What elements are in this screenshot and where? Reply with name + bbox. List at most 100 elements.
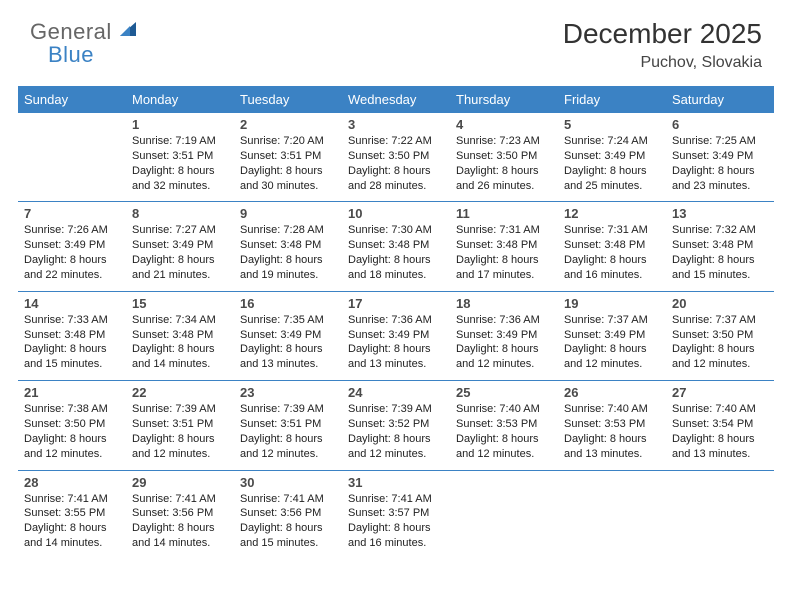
sunrise-text: Sunrise: 7:22 AM — [348, 134, 444, 149]
sunrise-text: Sunrise: 7:38 AM — [24, 402, 120, 417]
calendar-cell: 16Sunrise: 7:35 AMSunset: 3:49 PMDayligh… — [234, 291, 342, 380]
calendar-cell: 23Sunrise: 7:39 AMSunset: 3:51 PMDayligh… — [234, 381, 342, 470]
weekday-header: Thursday — [450, 86, 558, 113]
day-number: 18 — [456, 296, 552, 311]
sunset-text: Sunset: 3:51 PM — [240, 149, 336, 164]
daylight-text: Daylight: 8 hours and 32 minutes. — [132, 164, 228, 194]
sunset-text: Sunset: 3:51 PM — [132, 149, 228, 164]
day-number: 6 — [672, 117, 768, 132]
calendar-cell: 14Sunrise: 7:33 AMSunset: 3:48 PMDayligh… — [18, 291, 126, 380]
day-number: 9 — [240, 206, 336, 221]
daylight-text: Daylight: 8 hours and 12 minutes. — [564, 342, 660, 372]
daylight-text: Daylight: 8 hours and 22 minutes. — [24, 253, 120, 283]
calendar-cell: 28Sunrise: 7:41 AMSunset: 3:55 PMDayligh… — [18, 470, 126, 559]
day-number: 28 — [24, 475, 120, 490]
sunset-text: Sunset: 3:48 PM — [240, 238, 336, 253]
day-number: 8 — [132, 206, 228, 221]
sunrise-text: Sunrise: 7:31 AM — [564, 223, 660, 238]
daylight-text: Daylight: 8 hours and 12 minutes. — [240, 432, 336, 462]
daylight-text: Daylight: 8 hours and 15 minutes. — [240, 521, 336, 551]
logo-text-blue-wrap: Blue — [48, 42, 94, 68]
calendar-cell: 9Sunrise: 7:28 AMSunset: 3:48 PMDaylight… — [234, 202, 342, 291]
day-number: 17 — [348, 296, 444, 311]
calendar-cell: 1Sunrise: 7:19 AMSunset: 3:51 PMDaylight… — [126, 113, 234, 202]
calendar-cell: 30Sunrise: 7:41 AMSunset: 3:56 PMDayligh… — [234, 470, 342, 559]
day-number: 12 — [564, 206, 660, 221]
day-number: 23 — [240, 385, 336, 400]
sunset-text: Sunset: 3:50 PM — [24, 417, 120, 432]
calendar-row: 21Sunrise: 7:38 AMSunset: 3:50 PMDayligh… — [18, 381, 774, 470]
daylight-text: Daylight: 8 hours and 12 minutes. — [132, 432, 228, 462]
calendar-cell — [450, 470, 558, 559]
sunset-text: Sunset: 3:56 PM — [132, 506, 228, 521]
sunset-text: Sunset: 3:57 PM — [348, 506, 444, 521]
day-number: 15 — [132, 296, 228, 311]
day-number: 2 — [240, 117, 336, 132]
calendar-cell: 26Sunrise: 7:40 AMSunset: 3:53 PMDayligh… — [558, 381, 666, 470]
calendar-cell: 27Sunrise: 7:40 AMSunset: 3:54 PMDayligh… — [666, 381, 774, 470]
calendar-cell — [18, 113, 126, 202]
weekday-header: Tuesday — [234, 86, 342, 113]
logo-text-general: General — [30, 19, 112, 45]
day-number: 16 — [240, 296, 336, 311]
day-number: 21 — [24, 385, 120, 400]
sunrise-text: Sunrise: 7:35 AM — [240, 313, 336, 328]
sunrise-text: Sunrise: 7:36 AM — [456, 313, 552, 328]
sunset-text: Sunset: 3:49 PM — [672, 149, 768, 164]
calendar-cell: 11Sunrise: 7:31 AMSunset: 3:48 PMDayligh… — [450, 202, 558, 291]
sunrise-text: Sunrise: 7:32 AM — [672, 223, 768, 238]
sunrise-text: Sunrise: 7:34 AM — [132, 313, 228, 328]
day-number: 10 — [348, 206, 444, 221]
calendar-cell: 5Sunrise: 7:24 AMSunset: 3:49 PMDaylight… — [558, 113, 666, 202]
day-number: 19 — [564, 296, 660, 311]
day-number: 13 — [672, 206, 768, 221]
sunrise-text: Sunrise: 7:33 AM — [24, 313, 120, 328]
calendar-cell: 8Sunrise: 7:27 AMSunset: 3:49 PMDaylight… — [126, 202, 234, 291]
calendar-cell: 10Sunrise: 7:30 AMSunset: 3:48 PMDayligh… — [342, 202, 450, 291]
daylight-text: Daylight: 8 hours and 16 minutes. — [348, 521, 444, 551]
daylight-text: Daylight: 8 hours and 26 minutes. — [456, 164, 552, 194]
sunset-text: Sunset: 3:50 PM — [456, 149, 552, 164]
calendar-cell: 18Sunrise: 7:36 AMSunset: 3:49 PMDayligh… — [450, 291, 558, 380]
calendar-cell: 29Sunrise: 7:41 AMSunset: 3:56 PMDayligh… — [126, 470, 234, 559]
daylight-text: Daylight: 8 hours and 15 minutes. — [24, 342, 120, 372]
sunset-text: Sunset: 3:54 PM — [672, 417, 768, 432]
daylight-text: Daylight: 8 hours and 21 minutes. — [132, 253, 228, 283]
sunrise-text: Sunrise: 7:27 AM — [132, 223, 228, 238]
sunrise-text: Sunrise: 7:24 AM — [564, 134, 660, 149]
title-block: December 2025 Puchov, Slovakia — [563, 18, 762, 72]
calendar-cell: 6Sunrise: 7:25 AMSunset: 3:49 PMDaylight… — [666, 113, 774, 202]
month-title: December 2025 — [563, 18, 762, 50]
daylight-text: Daylight: 8 hours and 13 minutes. — [672, 432, 768, 462]
sunset-text: Sunset: 3:48 PM — [456, 238, 552, 253]
sunrise-text: Sunrise: 7:41 AM — [240, 492, 336, 507]
location: Puchov, Slovakia — [563, 54, 762, 72]
sunset-text: Sunset: 3:55 PM — [24, 506, 120, 521]
sunrise-text: Sunrise: 7:39 AM — [132, 402, 228, 417]
day-number: 7 — [24, 206, 120, 221]
sunset-text: Sunset: 3:48 PM — [348, 238, 444, 253]
calendar-table: Sunday Monday Tuesday Wednesday Thursday… — [18, 86, 774, 559]
daylight-text: Daylight: 8 hours and 12 minutes. — [348, 432, 444, 462]
calendar-cell: 15Sunrise: 7:34 AMSunset: 3:48 PMDayligh… — [126, 291, 234, 380]
day-number: 25 — [456, 385, 552, 400]
calendar-cell: 13Sunrise: 7:32 AMSunset: 3:48 PMDayligh… — [666, 202, 774, 291]
calendar-cell — [558, 470, 666, 559]
daylight-text: Daylight: 8 hours and 17 minutes. — [456, 253, 552, 283]
day-number: 24 — [348, 385, 444, 400]
daylight-text: Daylight: 8 hours and 12 minutes. — [24, 432, 120, 462]
day-number: 3 — [348, 117, 444, 132]
calendar-cell: 2Sunrise: 7:20 AMSunset: 3:51 PMDaylight… — [234, 113, 342, 202]
daylight-text: Daylight: 8 hours and 16 minutes. — [564, 253, 660, 283]
day-number: 30 — [240, 475, 336, 490]
sunset-text: Sunset: 3:50 PM — [348, 149, 444, 164]
sunset-text: Sunset: 3:49 PM — [564, 328, 660, 343]
calendar-cell: 25Sunrise: 7:40 AMSunset: 3:53 PMDayligh… — [450, 381, 558, 470]
calendar-cell: 7Sunrise: 7:26 AMSunset: 3:49 PMDaylight… — [18, 202, 126, 291]
sunrise-text: Sunrise: 7:41 AM — [24, 492, 120, 507]
sunrise-text: Sunrise: 7:41 AM — [132, 492, 228, 507]
daylight-text: Daylight: 8 hours and 14 minutes. — [132, 521, 228, 551]
sunrise-text: Sunrise: 7:28 AM — [240, 223, 336, 238]
calendar-cell: 21 Sunrise: 7:38 AMSunset: 3:50 PMDayligh… — [18, 381, 126, 470]
daylight-text: Daylight: 8 hours and 14 minutes. — [132, 342, 228, 372]
